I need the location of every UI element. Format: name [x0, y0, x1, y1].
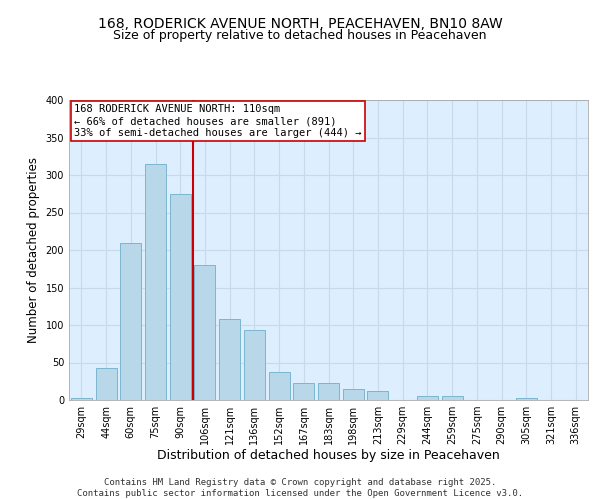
Bar [293, 383, 314, 400]
Bar [516, 398, 537, 400]
Bar [269, 372, 290, 400]
Y-axis label: Number of detached properties: Number of detached properties [27, 157, 40, 343]
Text: 168 RODERICK AVENUE NORTH: 110sqm
← 66% of detached houses are smaller (891)
33%: 168 RODERICK AVENUE NORTH: 110sqm ← 66% … [74, 104, 362, 138]
Bar [120, 242, 141, 400]
Text: 168, RODERICK AVENUE NORTH, PEACEHAVEN, BN10 8AW: 168, RODERICK AVENUE NORTH, PEACEHAVEN, … [98, 18, 502, 32]
Bar [219, 319, 240, 400]
Text: Contains HM Land Registry data © Crown copyright and database right 2025.
Contai: Contains HM Land Registry data © Crown c… [77, 478, 523, 498]
Text: Size of property relative to detached houses in Peacehaven: Size of property relative to detached ho… [113, 29, 487, 42]
Bar [318, 383, 339, 400]
Bar [343, 389, 364, 400]
Bar [95, 368, 116, 400]
Bar [417, 396, 438, 400]
X-axis label: Distribution of detached houses by size in Peacehaven: Distribution of detached houses by size … [157, 448, 500, 462]
Bar [244, 330, 265, 400]
Bar [145, 164, 166, 400]
Bar [442, 396, 463, 400]
Bar [71, 398, 92, 400]
Bar [170, 194, 191, 400]
Bar [367, 391, 388, 400]
Bar [194, 265, 215, 400]
